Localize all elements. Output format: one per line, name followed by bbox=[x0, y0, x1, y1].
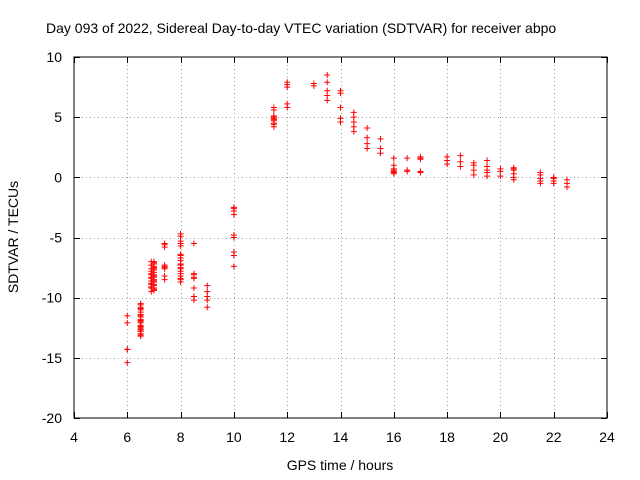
data-point bbox=[230, 263, 237, 270]
x-axis-label: GPS time / hours bbox=[287, 457, 394, 473]
x-tick-label: 12 bbox=[279, 429, 295, 445]
data-point bbox=[337, 118, 344, 125]
data-point bbox=[137, 331, 144, 338]
data-point bbox=[310, 80, 317, 87]
data-point bbox=[137, 311, 144, 318]
data-point bbox=[204, 297, 211, 304]
data-point bbox=[137, 325, 144, 332]
y-axis-label: SDTVAR / TECUs bbox=[5, 181, 21, 293]
chart-title: Day 093 of 2022, Sidereal Day-to-day VTE… bbox=[46, 20, 556, 36]
data-point bbox=[364, 134, 371, 141]
x-tick-label: 6 bbox=[123, 429, 131, 445]
y-tick-label: -5 bbox=[50, 230, 63, 246]
x-tick-label: 16 bbox=[386, 429, 402, 445]
x-tick-label: 22 bbox=[546, 429, 562, 445]
data-point bbox=[190, 285, 197, 292]
data-point bbox=[444, 153, 451, 160]
data-point bbox=[337, 87, 344, 94]
data-point bbox=[161, 276, 168, 283]
data-point bbox=[204, 304, 211, 311]
data-points bbox=[124, 72, 571, 366]
data-point bbox=[390, 155, 397, 162]
data-point bbox=[510, 165, 517, 172]
x-tick-label: 14 bbox=[333, 429, 349, 445]
y-tick-labels: -20 -15 -10 -5 0 5 10 bbox=[42, 49, 62, 426]
data-point bbox=[417, 156, 424, 163]
data-point bbox=[177, 238, 184, 245]
data-point bbox=[377, 150, 384, 157]
data-point bbox=[404, 168, 411, 175]
y-tick-label: -10 bbox=[42, 290, 62, 306]
data-point bbox=[270, 115, 277, 122]
data-point bbox=[150, 265, 157, 272]
data-point bbox=[177, 279, 184, 286]
y-tick-label: 10 bbox=[46, 49, 62, 65]
data-point bbox=[137, 305, 144, 312]
axis-ticks bbox=[74, 57, 608, 419]
y-tick-label: 0 bbox=[54, 169, 62, 185]
data-point bbox=[404, 155, 411, 162]
data-point bbox=[230, 252, 237, 259]
data-point bbox=[324, 79, 331, 86]
data-point bbox=[230, 211, 237, 218]
data-point bbox=[190, 275, 197, 282]
data-point bbox=[124, 346, 131, 353]
data-point bbox=[377, 135, 384, 142]
data-point bbox=[470, 171, 477, 178]
data-point bbox=[337, 104, 344, 111]
data-point bbox=[284, 81, 291, 88]
y-tick-label: -20 bbox=[42, 410, 62, 426]
x-tick-labels: 4 6 8 10 12 14 16 18 20 22 24 bbox=[70, 429, 615, 445]
data-point bbox=[190, 293, 197, 300]
data-point bbox=[324, 97, 331, 104]
data-point bbox=[350, 128, 357, 135]
data-point bbox=[124, 319, 131, 326]
data-point bbox=[124, 312, 131, 319]
data-point bbox=[364, 124, 371, 131]
data-point bbox=[284, 100, 291, 107]
data-point bbox=[161, 263, 168, 270]
data-point bbox=[417, 169, 424, 176]
x-tick-label: 8 bbox=[177, 429, 185, 445]
data-point bbox=[457, 152, 464, 159]
data-point bbox=[124, 359, 131, 366]
data-point bbox=[510, 176, 517, 183]
data-point bbox=[444, 161, 451, 168]
data-point bbox=[150, 258, 157, 265]
x-tick-label: 20 bbox=[493, 429, 509, 445]
data-point bbox=[364, 145, 371, 152]
data-point bbox=[324, 72, 331, 79]
x-tick-label: 24 bbox=[599, 429, 615, 445]
data-point bbox=[550, 180, 557, 187]
y-tick-label: -15 bbox=[42, 350, 62, 366]
data-point bbox=[537, 180, 544, 187]
data-point bbox=[484, 169, 491, 176]
data-point bbox=[150, 286, 157, 293]
y-tick-label: 5 bbox=[54, 109, 62, 125]
data-point bbox=[564, 183, 571, 190]
data-point bbox=[497, 173, 504, 180]
plot-frame bbox=[73, 56, 608, 419]
data-point bbox=[230, 234, 237, 241]
x-tick-label: 10 bbox=[226, 429, 242, 445]
x-tick-label: 4 bbox=[70, 429, 78, 445]
grid-lines bbox=[74, 57, 607, 418]
x-tick-label: 18 bbox=[439, 429, 455, 445]
data-point bbox=[270, 104, 277, 111]
data-point bbox=[230, 205, 237, 212]
data-point bbox=[484, 157, 491, 164]
data-point bbox=[150, 279, 157, 286]
data-point bbox=[177, 251, 184, 258]
data-point bbox=[190, 240, 197, 247]
data-point bbox=[204, 282, 211, 289]
data-point bbox=[161, 241, 168, 248]
data-point bbox=[390, 169, 397, 176]
data-point bbox=[457, 163, 464, 170]
